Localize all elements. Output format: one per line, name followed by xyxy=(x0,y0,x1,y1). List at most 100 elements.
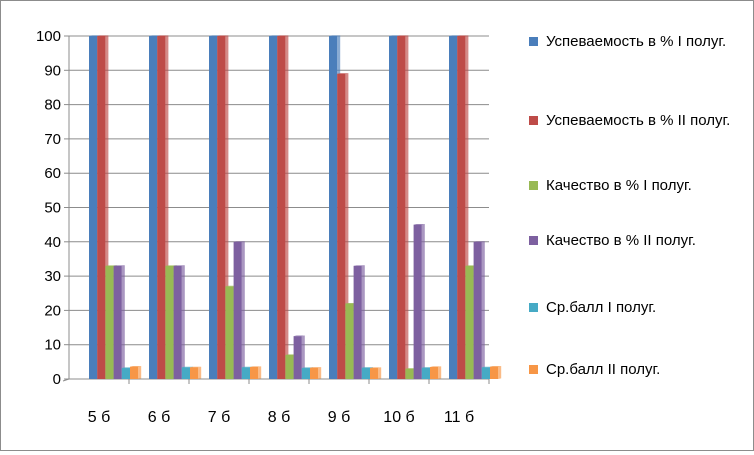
y-tick-label: 70 xyxy=(44,131,61,148)
bar-side xyxy=(258,366,262,379)
bar-front xyxy=(209,36,218,379)
bar-front xyxy=(105,265,114,379)
bar xyxy=(430,366,442,379)
bar-top xyxy=(190,366,202,368)
bar-front xyxy=(337,73,346,379)
bar xyxy=(310,367,322,379)
bar-top xyxy=(293,335,305,337)
legend-swatch xyxy=(529,303,538,312)
bar-side xyxy=(361,265,365,379)
bar-side xyxy=(481,241,485,379)
bar-front xyxy=(473,241,482,379)
y-tick-label: 80 xyxy=(44,97,61,114)
legend-swatch xyxy=(529,236,538,245)
bar-top xyxy=(89,35,101,36)
bar-top xyxy=(310,367,322,368)
bar-front xyxy=(225,286,234,379)
bar-front xyxy=(173,265,182,379)
bar xyxy=(250,366,262,379)
bar-front xyxy=(285,354,294,379)
bar-side xyxy=(345,73,349,379)
bar xyxy=(233,241,245,379)
bar-top xyxy=(233,241,245,242)
bar-top xyxy=(361,367,373,368)
bar-front xyxy=(130,366,139,379)
bar-side xyxy=(318,367,322,379)
x-tick-label: 11 б xyxy=(444,409,474,426)
bar-front xyxy=(301,368,310,379)
y-tick-label: 40 xyxy=(44,234,61,251)
bar xyxy=(397,35,409,380)
bar-top xyxy=(277,35,289,36)
bar-side xyxy=(138,366,142,379)
bar-top xyxy=(209,35,221,36)
bar-front xyxy=(310,367,319,379)
bar-front xyxy=(490,366,499,379)
legend-label: Качество в % I полуг. xyxy=(546,177,692,194)
bar xyxy=(130,366,142,379)
bar-front xyxy=(370,368,379,379)
bar-top xyxy=(113,265,125,266)
bar-top xyxy=(389,35,401,36)
bar xyxy=(277,35,289,380)
bar-front xyxy=(121,368,130,379)
bar-front xyxy=(345,303,354,379)
bar-front xyxy=(269,36,278,379)
legend-item: Качество в % II полуг. xyxy=(529,230,746,252)
bar-front xyxy=(97,36,106,379)
legend-item: Ср.балл I полуг. xyxy=(529,297,746,319)
x-tick-label: 7 б xyxy=(208,409,231,426)
bar-front xyxy=(149,36,158,379)
bar-front xyxy=(113,265,122,379)
bar-front xyxy=(233,241,242,379)
bar-top xyxy=(490,366,502,367)
bar-top xyxy=(430,366,442,367)
bar-side xyxy=(498,366,502,379)
bar-top xyxy=(269,35,281,36)
bar-front xyxy=(413,224,422,379)
bar-front xyxy=(397,36,406,379)
bar-top xyxy=(457,35,469,36)
x-tick-label: 5 б xyxy=(88,409,111,426)
bar-top xyxy=(97,35,109,36)
bar xyxy=(190,366,202,379)
legend-label: Успеваемость в % I полуг. xyxy=(546,33,727,50)
bar-side xyxy=(241,241,245,379)
bar xyxy=(413,224,425,379)
bar-front xyxy=(353,265,362,379)
bar-top xyxy=(329,35,341,36)
axis-corner xyxy=(62,378,70,382)
bar-top xyxy=(337,73,349,74)
bar-top xyxy=(250,366,262,367)
bar-side xyxy=(121,265,125,379)
bar-front xyxy=(481,367,490,379)
bar-top xyxy=(149,35,161,36)
bar-top xyxy=(130,366,142,367)
legend-label: Ср.балл II полуг. xyxy=(546,361,661,378)
legend-item: Качество в % I полуг. xyxy=(529,175,746,197)
legend-label: Качество в % II полуг. xyxy=(546,232,696,249)
bar xyxy=(353,265,365,379)
bar-top xyxy=(353,265,365,266)
bar-top xyxy=(217,35,229,36)
bar-top xyxy=(105,265,117,266)
bar-front xyxy=(449,36,458,379)
bar-front xyxy=(217,36,226,379)
bar-side xyxy=(421,224,425,379)
bar-side xyxy=(405,35,409,380)
x-tick-labels: 5 б 6 б 7 б 8 б 9 б 10 б 11 б xyxy=(88,409,474,426)
legend-item: Ср.балл II полуг. xyxy=(529,359,746,381)
bars xyxy=(89,35,502,380)
legend-item: Успеваемость в % I полуг. xyxy=(529,31,746,53)
bar-side xyxy=(181,265,185,379)
bar-top xyxy=(413,224,425,225)
y-tick-label: 30 xyxy=(44,268,61,285)
bar-top xyxy=(370,367,382,369)
bar-top xyxy=(173,265,185,266)
bar xyxy=(337,73,349,379)
y-tick-label: 10 xyxy=(44,337,61,354)
bar-front xyxy=(277,36,286,379)
legend-swatch xyxy=(529,37,538,46)
bar-front xyxy=(190,367,199,379)
